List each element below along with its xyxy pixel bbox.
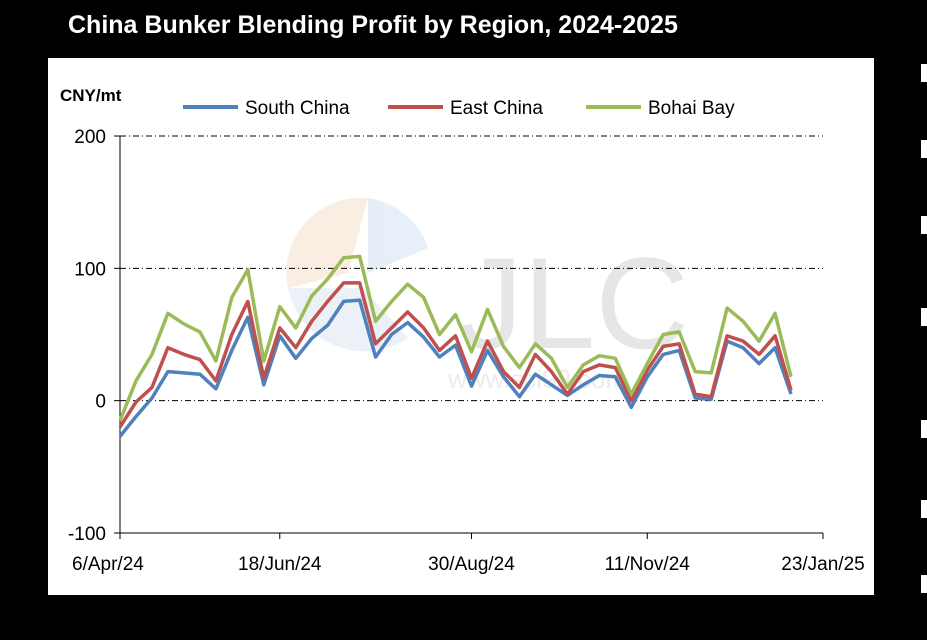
legend: South China East China Bohai Bay: [183, 98, 735, 119]
chart-panel: JLC www.sci99.com 200 100 0 -100 6/Apr/24 18…: [48, 58, 874, 595]
y-tick-label: -100: [68, 524, 106, 545]
y-axis-unit-label: CNY/mt: [60, 86, 122, 105]
legend-label: East China: [450, 98, 543, 119]
y-tick-label: 200: [74, 127, 106, 148]
x-tick-label: 6/Apr/24: [72, 554, 144, 575]
y-tick-labels: 200 100 0 -100: [68, 127, 106, 545]
edge-marker: [921, 420, 927, 438]
legend-label: South China: [245, 98, 350, 119]
edge-marker: [921, 308, 927, 326]
y-tick-label: 100: [74, 259, 106, 280]
x-tick-label: 23/Jan/25: [781, 554, 864, 575]
edge-marker: [921, 216, 927, 234]
edge-marker: [921, 140, 927, 158]
x-tick-labels: 6/Apr/24 18/Jun/24 30/Aug/24 11/Nov/24 23/Ja…: [72, 554, 865, 575]
x-tick-label: 11/Nov/24: [605, 554, 691, 575]
edge-marker: [921, 64, 927, 82]
x-tick-label: 18/Jun/24: [238, 554, 322, 575]
series-line-east-china: [118, 281, 793, 429]
watermark: JLC www.sci99.com: [286, 197, 689, 394]
edge-marker: [921, 575, 927, 593]
x-tick-label: 30/Aug/24: [428, 554, 515, 575]
series-line-south-china: [118, 298, 793, 438]
grid-lines: [120, 135, 823, 402]
y-tick-label: 0: [95, 392, 106, 413]
edge-marker: [921, 500, 927, 518]
chart-plot: JLC www.sci99.com 200 100 0 -100 6/Apr/24 18…: [60, 86, 865, 575]
axes: [114, 135, 824, 539]
legend-label: Bohai Bay: [648, 98, 735, 119]
series-lines: [118, 254, 793, 438]
chart-title: China Bunker Blending Profit by Region, …: [68, 11, 678, 39]
title-bar: China Bunker Blending Profit by Region, …: [48, 0, 874, 58]
series-line-bohai-bay: [118, 254, 793, 422]
watermark-text: JLC: [458, 230, 689, 376]
